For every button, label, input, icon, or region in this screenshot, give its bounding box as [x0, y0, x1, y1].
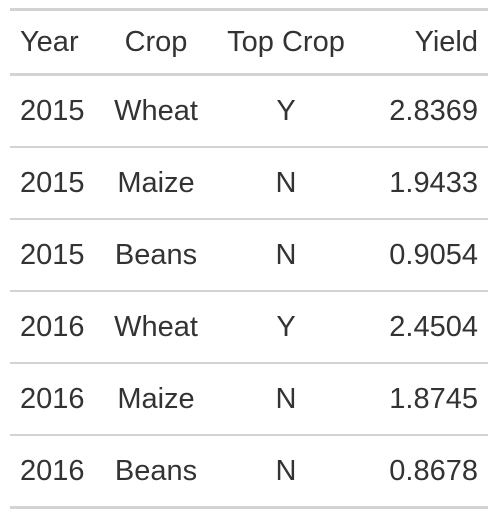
table-body: 2015 Wheat Y 2.8369 2015 Maize N 1.9433 … [10, 75, 488, 508]
column-header-crop: Crop [104, 9, 208, 76]
header-row: Year Crop Top Crop Yield [10, 9, 488, 76]
table-row: 2015 Wheat Y 2.8369 [10, 75, 488, 148]
cell-top-crop: Y [208, 290, 364, 363]
cell-yield: 2.4504 [364, 290, 488, 363]
crop-yield-table-container: Year Crop Top Crop Yield 2015 Wheat Y 2.… [10, 8, 488, 509]
table-row: 2016 Beans N 0.8678 [10, 434, 488, 508]
table-row: 2016 Wheat Y 2.4504 [10, 290, 488, 363]
table-row: 2016 Maize N 1.8745 [10, 362, 488, 435]
cell-yield: 2.8369 [389, 94, 478, 127]
cell-crop: Wheat [114, 94, 198, 127]
column-header-yield: Yield [364, 9, 488, 76]
cell-year: 2016 [10, 362, 104, 435]
cell-yield: 0.9054 [364, 218, 488, 291]
table-row: 2015 Beans N 0.9054 [10, 218, 488, 291]
cell-year: 2015 [10, 146, 104, 219]
cell-crop: Beans [104, 434, 208, 508]
cell-top-crop: N [208, 146, 364, 219]
cell-crop: Beans [104, 218, 208, 291]
cell-year: 2015 [20, 94, 85, 127]
cell-year: 2016 [10, 434, 104, 508]
cell-yield: 1.8745 [364, 362, 488, 435]
cell-crop: Maize [104, 362, 208, 435]
cell-top-crop: N [208, 362, 364, 435]
cell-top-crop: N [208, 434, 364, 508]
cell-year: 2015 [10, 218, 104, 291]
column-header-top-crop: Top Crop [208, 9, 364, 76]
table-row: 2015 Maize N 1.9433 [10, 146, 488, 219]
cell-year: 2016 [10, 290, 104, 363]
cell-yield: 0.8678 [364, 434, 488, 508]
table-header: Year Crop Top Crop Yield [10, 9, 488, 76]
cell-yield: 1.9433 [364, 146, 488, 219]
crop-yield-table: Year Crop Top Crop Yield 2015 Wheat Y 2.… [10, 8, 488, 509]
cell-top-crop: N [208, 218, 364, 291]
cell-crop: Maize [104, 146, 208, 219]
cell-crop: Wheat [104, 290, 208, 363]
cell-top-crop: Y [276, 94, 296, 127]
column-header-year: Year [10, 9, 104, 76]
